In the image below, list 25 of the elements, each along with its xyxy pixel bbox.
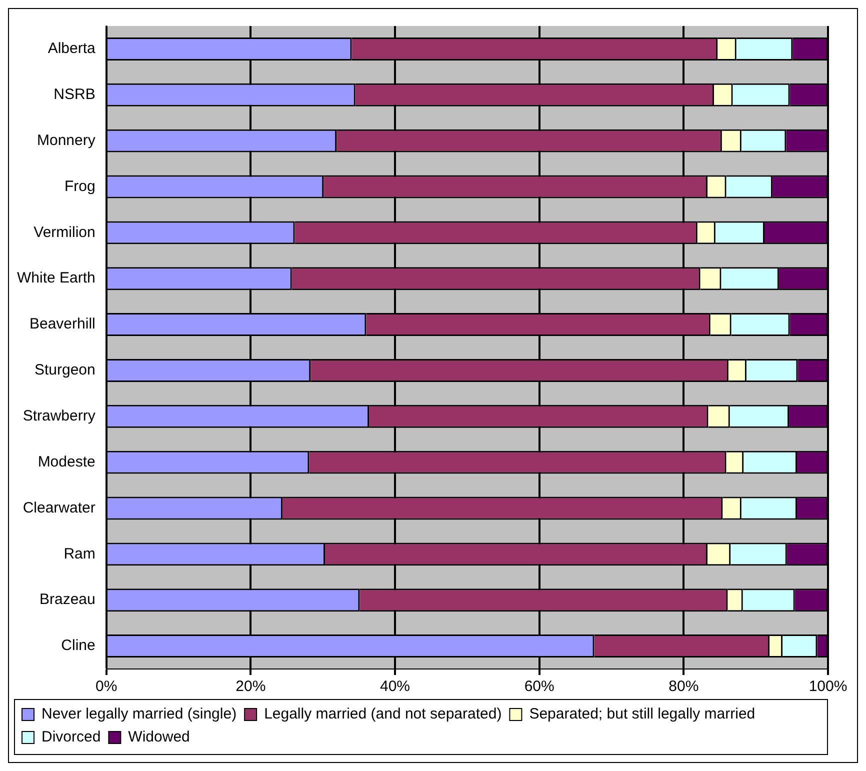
y-tick-label: Modeste <box>38 453 96 470</box>
y-tick-label: Ram <box>64 545 96 562</box>
legend-label: Widowed <box>128 728 190 746</box>
legend-label: Legally married (and not separated) <box>264 706 502 723</box>
legend-label: Never legally married (single) <box>42 706 237 723</box>
x-tick-label: 0% <box>96 678 118 696</box>
x-tick-label: 60% <box>524 678 554 696</box>
y-tick-label: Frog <box>64 178 96 195</box>
y-tick-label: Brazeau <box>39 591 96 608</box>
y-tick-label: NSRB <box>54 86 96 104</box>
y-tick-label: Sturgeon <box>34 362 96 379</box>
y-tick-label: Clearwater <box>22 499 96 516</box>
y-tick-label: Monnery <box>37 132 96 149</box>
x-tick-label: 20% <box>236 678 266 696</box>
y-tick-label: Strawberry <box>22 408 96 425</box>
x-tick-label: 40% <box>380 678 410 696</box>
y-tick-label: White Earth <box>16 270 96 287</box>
legend-label: Separated; but still legally married <box>529 706 756 723</box>
y-tick-label: Cline <box>61 637 96 654</box>
y-tick-label: Alberta <box>48 40 96 58</box>
x-tick-label: 80% <box>668 678 699 696</box>
y-tick-label: Beaverhill <box>29 316 96 333</box>
y-tick-label: Vermilion <box>34 224 96 241</box>
x-tick-label: 100% <box>808 678 848 696</box>
legend-label: Divorced <box>42 728 101 746</box>
